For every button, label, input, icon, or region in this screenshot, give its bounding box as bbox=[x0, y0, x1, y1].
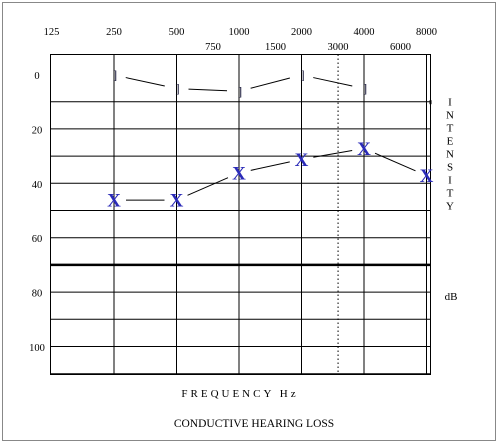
x-axis-label: FREQUENCY Hz bbox=[181, 388, 298, 400]
x-tick-label-interoctave: 6000 bbox=[390, 42, 411, 53]
y-tick-label: 80 bbox=[32, 289, 43, 300]
y-tick-label: 40 bbox=[32, 180, 43, 191]
x-tick-label: 250 bbox=[106, 27, 122, 38]
bone-conduction-line bbox=[313, 77, 353, 87]
x-tick-label: 125 bbox=[44, 27, 60, 38]
y-tick-label: 100 bbox=[29, 343, 45, 354]
outer-frame bbox=[2, 2, 496, 441]
x-tick-label: 4000 bbox=[354, 27, 375, 38]
x-tick-label: 8000 bbox=[416, 27, 437, 38]
x-tick-label: 2000 bbox=[291, 27, 312, 38]
y-tick-label: 0 bbox=[34, 71, 39, 82]
air-conduction-point: X bbox=[295, 150, 309, 171]
x-tick-label-interoctave: 750 bbox=[205, 42, 221, 53]
bone-conduction-point: ] bbox=[300, 67, 304, 82]
air-conduction-line bbox=[374, 152, 416, 172]
bone-conduction-point: ] bbox=[238, 83, 242, 98]
bone-conduction-line bbox=[125, 77, 165, 87]
x-tick-label: 1000 bbox=[229, 27, 250, 38]
bone-conduction-point: ] bbox=[363, 81, 367, 96]
air-conduction-point: X bbox=[170, 191, 184, 212]
air-conduction-point: X bbox=[107, 191, 121, 212]
bone-conduction-line bbox=[250, 77, 291, 89]
chart-title: CONDUCTIVE HEARING LOSS bbox=[174, 418, 334, 430]
air-conduction-line bbox=[250, 161, 290, 171]
air-conduction-line bbox=[187, 177, 229, 196]
grid bbox=[50, 54, 432, 375]
y-tick-label: 60 bbox=[32, 234, 43, 245]
bone-conduction-point: ] bbox=[113, 67, 117, 82]
x-tick-label-interoctave: 3000 bbox=[328, 42, 349, 53]
y-axis-unit: dB bbox=[445, 291, 458, 303]
plot-frame bbox=[50, 54, 431, 375]
air-conduction-point: X bbox=[232, 163, 246, 184]
bone-conduction-point: ] bbox=[175, 81, 179, 96]
x-tick-label: 500 bbox=[169, 27, 185, 38]
y-axis-label: INTENSITY bbox=[444, 97, 456, 214]
air-conduction-point: X bbox=[357, 139, 371, 160]
x-tick-label-interoctave: 1500 bbox=[265, 42, 286, 53]
air-conduction-line bbox=[313, 150, 353, 158]
y-tick-label: 20 bbox=[32, 125, 43, 136]
bone-conduction-line bbox=[188, 88, 228, 92]
series: ]]]]] X X X X X X bbox=[107, 67, 434, 212]
air-conduction-point: X bbox=[420, 166, 434, 187]
